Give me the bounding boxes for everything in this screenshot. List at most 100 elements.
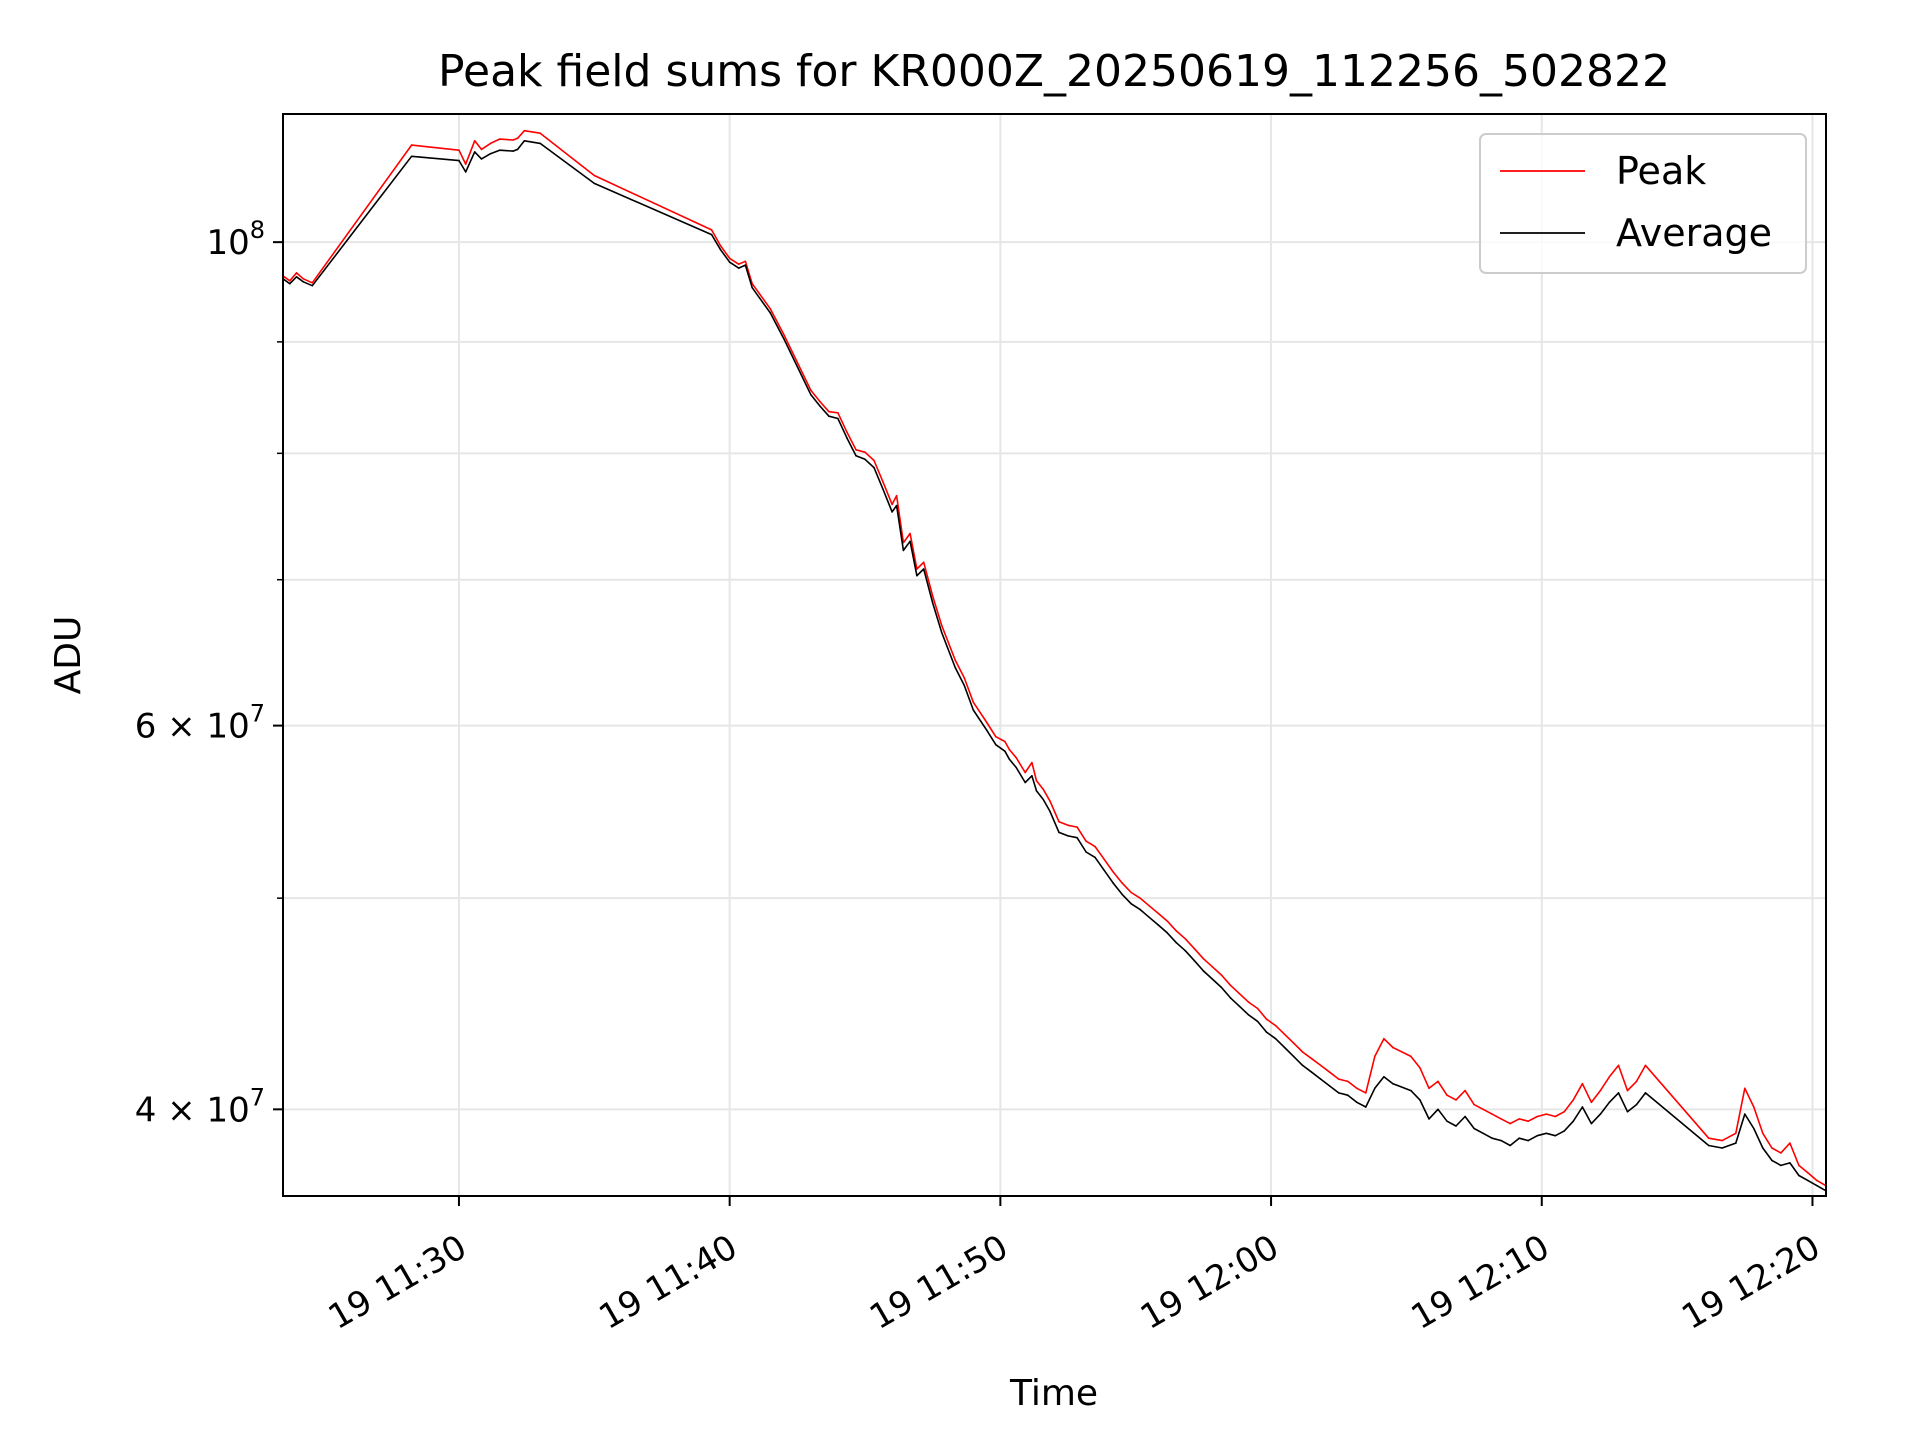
average-point [512, 150, 514, 152]
peak-point [719, 245, 722, 247]
average-point [1042, 798, 1044, 801]
peak-point [1274, 1024, 1277, 1027]
average-point [1590, 1122, 1593, 1125]
average-point [783, 337, 785, 340]
average-point [295, 276, 298, 278]
average-point [744, 264, 747, 266]
peak-point [1807, 1172, 1809, 1174]
peak-point [1509, 1122, 1511, 1125]
peak-point [1816, 1179, 1818, 1182]
average-point [828, 415, 830, 418]
average-point [819, 405, 821, 407]
x-axis-label: Time [1009, 1373, 1098, 1414]
peak-point [1617, 1064, 1620, 1067]
peak-point [1644, 1064, 1647, 1067]
legend-box [1479, 133, 1807, 274]
average-series [282, 140, 1827, 1192]
average-point [995, 743, 997, 746]
average-point [1035, 790, 1038, 792]
average-point [916, 574, 918, 577]
average-point [931, 602, 934, 604]
average-point [289, 282, 291, 285]
average-point [1256, 1020, 1259, 1023]
peak-point [819, 400, 821, 403]
average-point [1274, 1037, 1277, 1040]
peak-point [940, 624, 943, 627]
legend: Peak Average [1479, 133, 1807, 274]
average-point [963, 684, 966, 687]
average-point [302, 281, 305, 283]
average-point [1780, 1164, 1782, 1167]
average-point [1139, 908, 1141, 911]
peak-point [1121, 882, 1123, 884]
peak-point [1112, 871, 1114, 873]
average-point [1753, 1127, 1755, 1130]
peak-point [1220, 974, 1223, 976]
average-point [1148, 916, 1150, 919]
average-point [1356, 1101, 1358, 1104]
peak-point [1202, 957, 1205, 960]
average-point [1518, 1137, 1520, 1139]
peak-point [1229, 984, 1232, 987]
average-point [410, 155, 413, 158]
y-tick-label: 6 × 107 [135, 700, 265, 747]
peak-point [1780, 1152, 1782, 1154]
peak-point [593, 174, 596, 177]
average-point [1004, 750, 1006, 752]
average-point [1807, 1179, 1809, 1182]
peak-point [909, 532, 911, 535]
average-point [1500, 1139, 1502, 1142]
peak-point [1482, 1108, 1484, 1111]
average-point [1428, 1118, 1430, 1120]
average-point [1337, 1092, 1340, 1094]
average-point [1365, 1106, 1367, 1108]
peak-point [302, 278, 305, 280]
peak-point [895, 494, 898, 497]
peak-point [1283, 1033, 1286, 1036]
peak-point [512, 139, 514, 141]
peak-point [1473, 1103, 1475, 1106]
peak-point [972, 701, 975, 703]
peak-point [1337, 1078, 1340, 1080]
average-point [1509, 1144, 1511, 1147]
peak-point [498, 138, 501, 140]
peak-point [846, 431, 848, 434]
peak-point [458, 149, 460, 151]
average-point [1563, 1130, 1566, 1132]
average-point [1193, 959, 1196, 962]
peak-point [1042, 788, 1044, 790]
peak-point [728, 257, 731, 260]
peak-point [1410, 1055, 1412, 1058]
average-point [1599, 1113, 1602, 1115]
average-point [1166, 932, 1169, 934]
average-point [1184, 949, 1187, 952]
average-point [1816, 1184, 1818, 1187]
average-point [1067, 835, 1069, 837]
average-point [873, 466, 875, 469]
average-point [1545, 1132, 1548, 1135]
peak-point [828, 410, 830, 413]
peak-point [1428, 1087, 1430, 1090]
average-point [986, 729, 988, 732]
peak-point [1328, 1071, 1331, 1073]
peak-point [295, 272, 298, 274]
peak-point [1536, 1115, 1539, 1118]
peak-point [916, 568, 918, 570]
peak-point [1789, 1142, 1791, 1144]
peak-point [1319, 1064, 1322, 1067]
peak-point [1762, 1132, 1764, 1135]
peak-point [1193, 947, 1196, 950]
peak-point [1735, 1132, 1737, 1135]
average-point [728, 261, 731, 264]
peak-point [744, 260, 747, 263]
average-point [1008, 758, 1011, 761]
average-point [1464, 1115, 1466, 1118]
peak-point [1356, 1087, 1358, 1090]
average-point [1608, 1101, 1611, 1104]
average-point [1328, 1085, 1331, 1087]
average-point [922, 568, 925, 570]
peak-point [1455, 1099, 1457, 1101]
average-point [954, 666, 956, 669]
peak-point [1437, 1080, 1439, 1083]
